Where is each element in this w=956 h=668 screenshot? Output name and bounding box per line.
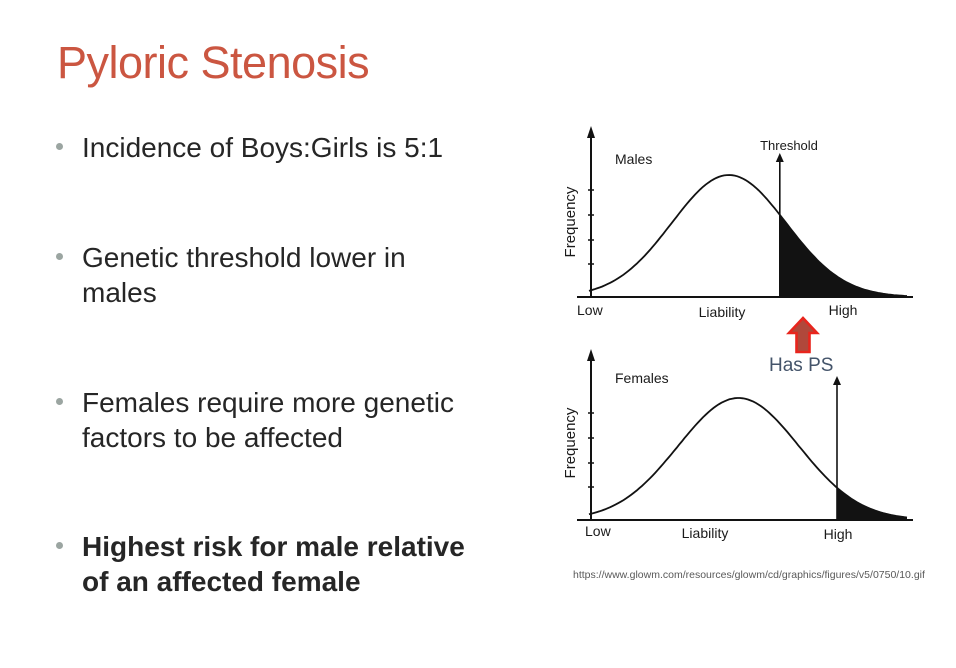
threshold-label: Threshold	[760, 138, 818, 153]
shaded-tail	[779, 214, 907, 297]
bullet-text: Highest risk for male relative of an aff…	[82, 531, 465, 597]
threshold-arrowhead	[775, 153, 784, 162]
bullet-dot	[56, 398, 63, 405]
bullet-item-highest-risk: Highest risk for male relative of an aff…	[56, 529, 571, 599]
bullet-text: Incidence of Boys:Girls is 5:1	[82, 132, 444, 163]
shaded-tail	[837, 487, 907, 520]
y-axis-ticks	[588, 412, 594, 488]
x-axis-label: Liability	[682, 525, 729, 541]
bullet-dot	[56, 542, 63, 549]
y-axis-arrowhead	[587, 349, 595, 361]
x-axis-label: Liability	[699, 304, 746, 320]
bell-curve	[588, 397, 908, 519]
x-tick-high: High	[829, 302, 858, 318]
bullet-text: Females require more genetic factors to …	[82, 387, 454, 453]
bullet-item-females: Females require more genetic factors to …	[56, 385, 571, 455]
slide-title: Pyloric Stenosis	[57, 37, 370, 88]
series-label: Males	[615, 151, 652, 167]
y-axis-arrowhead	[587, 126, 595, 138]
bullet-dot	[56, 143, 63, 150]
source-url: https://www.glowm.com/resources/glowm/cd…	[573, 569, 925, 581]
threshold-arrowhead	[833, 376, 841, 385]
y-axis-label: Frequency	[565, 186, 579, 257]
has-ps-arrow-shape	[786, 316, 820, 354]
x-tick-low: Low	[585, 523, 612, 539]
bell-curve	[588, 174, 908, 297]
y-axis-label: Frequency	[565, 407, 579, 478]
bullet-dot	[56, 253, 63, 260]
has-ps-label: Has PS	[769, 355, 834, 376]
bullet-text: Genetic threshold lower in males	[82, 242, 406, 308]
y-axis-ticks	[588, 189, 594, 265]
series-label: Females	[615, 370, 669, 386]
has-ps-arrow-icon	[786, 316, 820, 354]
x-tick-low: Low	[577, 302, 604, 318]
x-tick-high: High	[824, 526, 853, 542]
liability-chart-males: Males Threshold Frequency Low Liability …	[565, 126, 913, 320]
bullet-item-threshold: Genetic threshold lower in males	[56, 240, 571, 310]
liability-chart-females: Females Frequency Low Liability High	[565, 349, 913, 542]
bullet-item-incidence: Incidence of Boys:Girls is 5:1	[56, 130, 571, 165]
